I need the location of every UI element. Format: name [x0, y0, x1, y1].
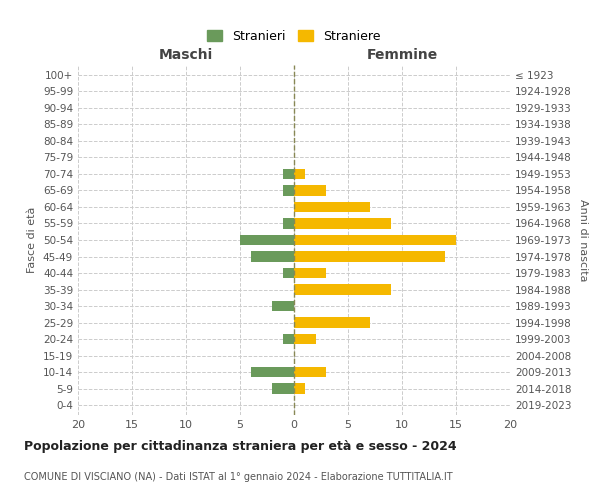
- Bar: [251, 251, 294, 262]
- Bar: [251, 366, 294, 378]
- Bar: [240, 234, 294, 246]
- Text: Popolazione per cittadinanza straniera per età e sesso - 2024: Popolazione per cittadinanza straniera p…: [24, 440, 457, 453]
- Text: COMUNE DI VISCIANO (NA) - Dati ISTAT al 1° gennaio 2024 - Elaborazione TUTTITALI: COMUNE DI VISCIANO (NA) - Dati ISTAT al …: [24, 472, 452, 482]
- Y-axis label: Fasce di età: Fasce di età: [28, 207, 37, 273]
- Bar: [294, 202, 370, 212]
- Bar: [272, 300, 294, 312]
- Bar: [294, 218, 391, 229]
- Bar: [294, 168, 305, 179]
- Bar: [272, 383, 294, 394]
- Text: Femmine: Femmine: [367, 48, 437, 62]
- Bar: [283, 185, 294, 196]
- Bar: [294, 185, 326, 196]
- Bar: [294, 366, 326, 378]
- Bar: [294, 317, 370, 328]
- Text: Maschi: Maschi: [159, 48, 213, 62]
- Bar: [294, 268, 326, 278]
- Bar: [294, 383, 305, 394]
- Bar: [283, 168, 294, 179]
- Bar: [294, 251, 445, 262]
- Bar: [294, 334, 316, 344]
- Legend: Stranieri, Straniere: Stranieri, Straniere: [203, 26, 385, 46]
- Y-axis label: Anni di nascita: Anni di nascita: [578, 198, 588, 281]
- Bar: [294, 234, 456, 246]
- Bar: [283, 218, 294, 229]
- Bar: [294, 284, 391, 295]
- Bar: [283, 334, 294, 344]
- Bar: [283, 268, 294, 278]
